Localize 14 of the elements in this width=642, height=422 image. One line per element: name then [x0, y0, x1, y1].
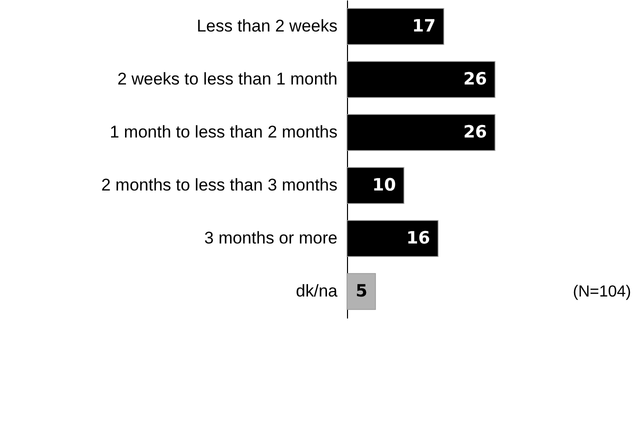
y-tick-label: 3 months or more — [204, 228, 338, 248]
y-tick-label: 2 months to less than 3 months — [101, 176, 338, 194]
data-label: 10 — [372, 176, 396, 196]
y-tick-label: 1 month to less than 2 months — [110, 122, 338, 142]
data-label: 5 — [356, 282, 368, 302]
y-tick-label: Less than 2 weeks — [196, 16, 338, 36]
y-tick-label: dk/na — [296, 282, 338, 300]
bar — [346, 273, 376, 310]
data-label: 17 — [412, 16, 436, 36]
text: (N=104) — [572, 284, 632, 300]
data-label: 16 — [406, 228, 430, 248]
data-label: 26 — [463, 70, 487, 90]
data-label: 26 — [463, 122, 487, 142]
y-tick-label: 2 weeks to less than 1 month — [117, 70, 338, 88]
